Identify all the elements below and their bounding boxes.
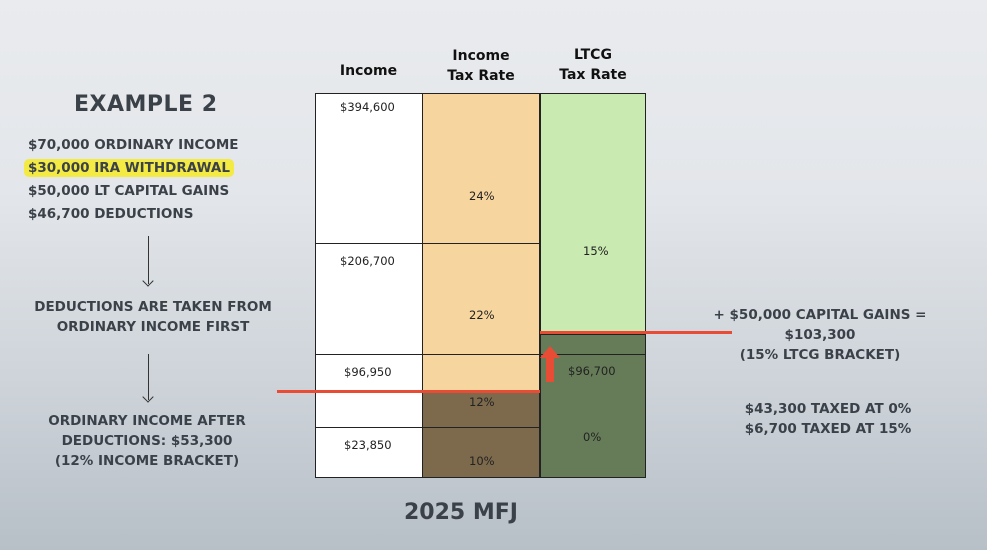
income-bracket-23850: $23,850 (315, 427, 423, 478)
income-rate-10: 10% (422, 427, 540, 478)
after-note-line3: (12% INCOME BRACKET) (54, 453, 240, 469)
income-threshold-label: $206,700 (340, 254, 395, 268)
header-ltcg-line1: LTCG (574, 47, 612, 63)
capital-gains-note-line1: + $50,000 CAPITAL GAINS = (713, 307, 927, 323)
example-title: EXAMPLE 2 (74, 92, 218, 117)
example-item-ordinary-income: $70,000 ORDINARY INCOME (28, 137, 239, 153)
capital-gains-note: + $50,000 CAPITAL GAINS = $103,300 (15% … (693, 305, 947, 365)
example-item-capital-gains: $50,000 LT CAPITAL GAINS (28, 183, 230, 199)
ordinary-income-marker-line (277, 390, 540, 393)
header-income-tax-rate-line2: Tax Rate (447, 68, 515, 84)
header-income-tax-rate-line1: Income (452, 48, 510, 64)
footer-title: 2025 MFJ (404, 500, 518, 525)
arrow-down-icon (148, 354, 149, 400)
deductions-note-line2: ORDINARY INCOME FIRST (56, 319, 250, 335)
capital-gains-marker-line (540, 331, 732, 334)
income-threshold-label: $394,600 (340, 100, 395, 114)
arrow-up-icon (540, 346, 560, 382)
income-rate-label: 24% (469, 189, 495, 203)
after-note-line2: DEDUCTIONS: $53,300 (61, 433, 233, 449)
income-threshold-label: $23,850 (344, 438, 392, 452)
income-rate-label: 22% (469, 308, 495, 322)
ltcg-threshold-label: $96,700 (568, 364, 616, 378)
income-rate-22: 22% (422, 243, 540, 355)
ltcg-rate-label: 0% (583, 430, 602, 444)
ltcg-rate-15: 15% (540, 93, 646, 335)
income-rate-label: 10% (469, 454, 495, 468)
taxed-note-line1: $43,300 TAXED AT 0% (744, 401, 912, 417)
income-bracket-394600: $394,600 (315, 93, 423, 244)
income-threshold-label: $96,950 (344, 365, 392, 379)
arrow-down-icon (148, 236, 149, 284)
example-item-deductions: $46,700 DEDUCTIONS (28, 206, 194, 222)
deductions-note-line1: DEDUCTIONS ARE TAKEN FROM (34, 299, 272, 315)
income-bracket-206700: $206,700 (315, 243, 423, 355)
taxed-note: $43,300 TAXED AT 0% $6,700 TAXED AT 15% (716, 399, 940, 439)
header-income: Income (339, 63, 398, 79)
income-rate-24: 24% (422, 93, 540, 244)
capital-gains-note-line2: $103,300 (784, 327, 856, 343)
deductions-note: DEDUCTIONS ARE TAKEN FROM ORDINARY INCOM… (14, 297, 292, 337)
income-rate-label: 12% (469, 395, 495, 409)
example-item-ira-withdrawal: $30,000 IRA WITHDRAWAL (24, 159, 234, 177)
header-income-tax-rate: Income Tax Rate (422, 46, 540, 86)
taxed-note-line2: $6,700 TAXED AT 15% (744, 421, 912, 437)
after-note-line1: ORDINARY INCOME AFTER (48, 413, 246, 429)
header-ltcg-line2: Tax Rate (559, 67, 627, 83)
ltcg-divider (540, 354, 646, 355)
ltcg-rate-label: 15% (583, 244, 609, 258)
after-deductions-note: ORDINARY INCOME AFTER DEDUCTIONS: $53,30… (14, 411, 280, 471)
capital-gains-note-line3: (15% LTCG BRACKET) (739, 347, 901, 363)
example-items: $70,000 ORDINARY INCOME $30,000 IRA WITH… (24, 134, 239, 226)
header-ltcg-tax-rate: LTCG Tax Rate (540, 45, 646, 85)
